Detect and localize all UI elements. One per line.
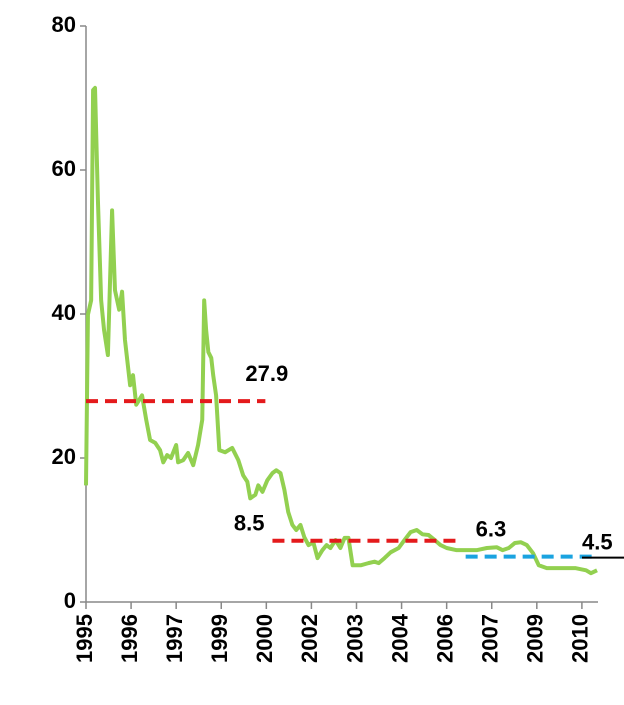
data-line [84,85,598,576]
average-label: 4.5 [582,529,613,554]
y-tick-label: 40 [52,300,76,325]
x-tick-label: 2009 [523,614,548,663]
y-tick-label: 80 [52,12,76,37]
x-tick-label: 2000 [252,614,277,663]
x-tick-label: 1999 [207,614,232,663]
x-tick-label: 1996 [117,614,142,663]
x-tick-label: 2004 [387,613,412,663]
x-tick-label: 2003 [342,614,367,663]
x-tick-label: 2010 [568,614,593,663]
x-tick-label: 2006 [432,614,457,663]
average-label: 8.5 [234,511,265,536]
x-tick-label: 2007 [478,614,503,663]
x-tick-label: 1997 [162,614,187,663]
average-label: 6.3 [476,516,507,541]
x-tick-label: 1995 [72,614,97,663]
average-label: 27.9 [245,361,288,386]
y-tick-label: 60 [52,156,76,181]
y-tick-label: 0 [64,588,76,613]
y-tick-label: 20 [52,444,76,469]
x-tick-label: 2002 [297,614,322,663]
